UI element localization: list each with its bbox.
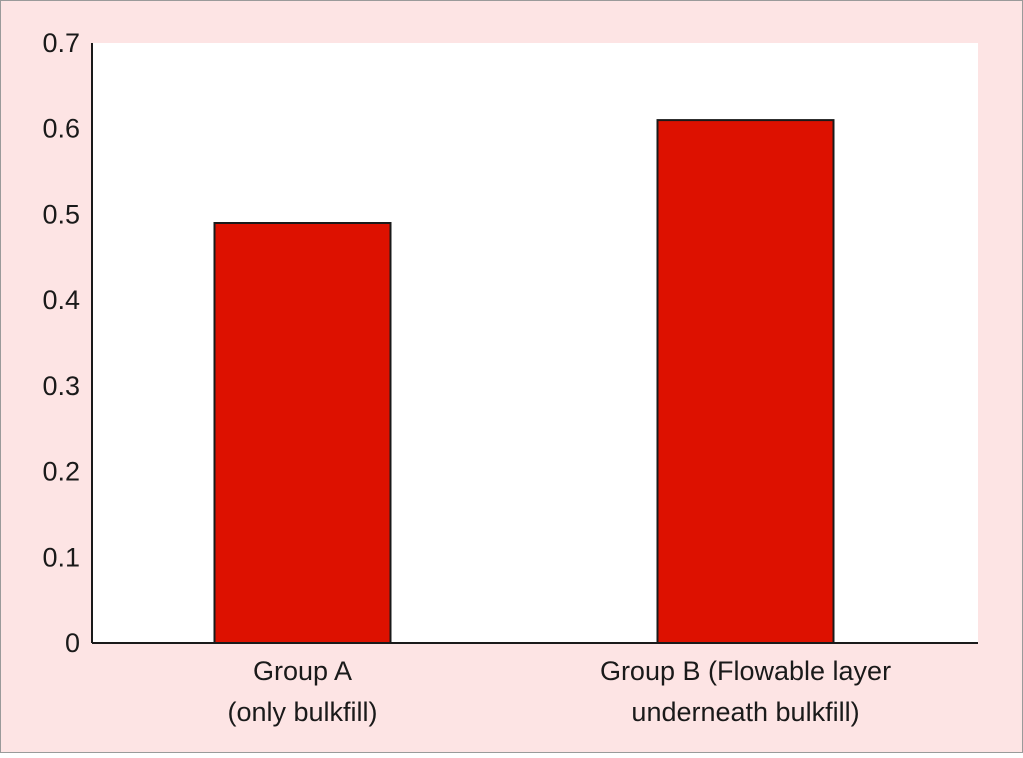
y-tick-label-7: 0.7 <box>42 28 80 58</box>
bars-layer <box>213 119 835 645</box>
x-category-label-1-line-2: (only bulkfill) <box>227 697 377 727</box>
x-category-label-1-line-1: Group A <box>253 656 352 686</box>
y-tick-label-6: 0.6 <box>42 114 80 144</box>
y-tick-label-2: 0.2 <box>42 457 80 487</box>
x-category-label-2-line-2: underneath bulkfill) <box>631 697 859 727</box>
y-tick-label-4: 0.4 <box>42 285 80 315</box>
x-axis-labels: Group A (only bulkfill) Group B (Flowable … <box>227 656 891 727</box>
y-tick-label-5: 0.5 <box>42 199 80 229</box>
y-tick-label-0: 0 <box>65 628 80 658</box>
x-category-label-2-line-1: Group B (Flowable layer <box>600 656 891 686</box>
bar-1 <box>213 222 392 644</box>
bar-2 <box>656 119 835 645</box>
y-tick-label-3: 0.3 <box>42 371 80 401</box>
y-tick-label-1: 0.1 <box>42 542 80 572</box>
y-axis-ticks: 0 0.1 0.2 0.3 0.4 0.5 0.6 0.7 <box>42 28 80 658</box>
